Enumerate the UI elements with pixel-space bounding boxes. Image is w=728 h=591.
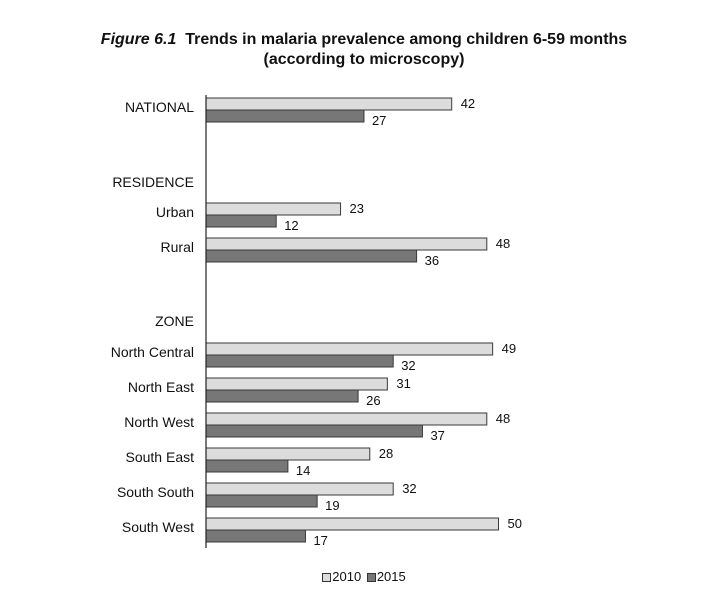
bar-north-west-2010 [205,412,488,426]
bar-urban-2015 [205,214,277,228]
section-heading-zone: ZONE [155,313,194,329]
category-label-south-west: South West [122,519,194,535]
data-label-north-central-2010: 49 [502,341,516,356]
data-label-south-east-2015: 14 [296,463,310,478]
data-label-rural-2010: 48 [496,236,510,251]
bar-north-west-2015 [205,424,423,438]
data-label-south-south-2015: 19 [325,498,339,513]
bar-south-south-2015 [205,494,318,508]
category-label-rural: Rural [161,239,194,255]
figure-number: Figure 6.1 [100,31,177,48]
chart-title: Figure 6.1 Trends in malaria prevalence … [0,30,728,70]
category-label-national: NATIONAL [125,99,194,115]
data-label-north-east-2010: 31 [396,376,410,391]
category-label-south-south: South South [117,484,194,500]
category-label-urban: Urban [156,204,194,220]
legend-swatch-2015 [366,573,376,582]
data-label-north-east-2015: 26 [366,393,380,408]
bar-south-south-2010 [205,482,394,496]
legend-item-2015: 2015 [366,569,406,584]
data-label-south-south-2010: 32 [402,481,416,496]
data-label-south-west-2010: 50 [508,516,522,531]
category-label-south-east: South East [126,449,195,465]
legend-swatch-2010 [322,573,332,582]
data-label-north-west-2015: 37 [430,428,444,443]
bar-south-west-2015 [205,529,306,543]
bar-north-east-2015 [205,389,359,403]
legend: 2010 2015 [0,570,728,584]
chart-subtitle: (according to microscopy) [263,51,465,68]
bar-north-east-2010 [205,377,388,391]
bar-national-2015 [205,109,365,123]
bar-north-central-2010 [205,342,494,356]
data-label-national-2010: 42 [461,96,475,111]
data-label-urban-2015: 12 [284,218,298,233]
bar-chart: NATIONAL 42 27 RESIDENCE Urban 23 12 Rural 48 36 Z… [111,95,522,548]
data-label-rural-2015: 36 [425,253,439,268]
category-label-north-east: North East [128,379,194,395]
legend-item-2010: 2010 [322,569,361,584]
chart-title-text: Trends in malaria prevalence among child… [185,31,628,48]
category-label-north-central: North Central [111,344,194,360]
bar-north-central-2015 [205,354,394,368]
data-label-south-west-2015: 17 [313,533,327,548]
data-label-urban-2010: 23 [350,201,364,216]
bar-rural-2010 [205,237,488,251]
section-heading-residence: RESIDENCE [112,174,194,190]
bar-south-east-2015 [205,459,289,473]
category-label-north-west: North West [124,414,194,430]
data-label-north-west-2010: 48 [496,411,510,426]
bar-rural-2015 [205,249,418,263]
data-label-south-east-2010: 28 [379,446,393,461]
legend-label-2010: 2010 [332,569,362,584]
legend-label-2015: 2015 [376,569,406,584]
data-label-north-central-2015: 32 [401,358,415,373]
bar-south-west-2010 [205,517,499,531]
data-label-national-2015: 27 [372,113,386,128]
bar-national-2010 [205,97,453,111]
bar-south-east-2010 [205,447,371,461]
bar-urban-2010 [205,202,342,216]
chart-title-line1: Figure 6.1 Trends in malaria prevalence … [0,30,728,50]
